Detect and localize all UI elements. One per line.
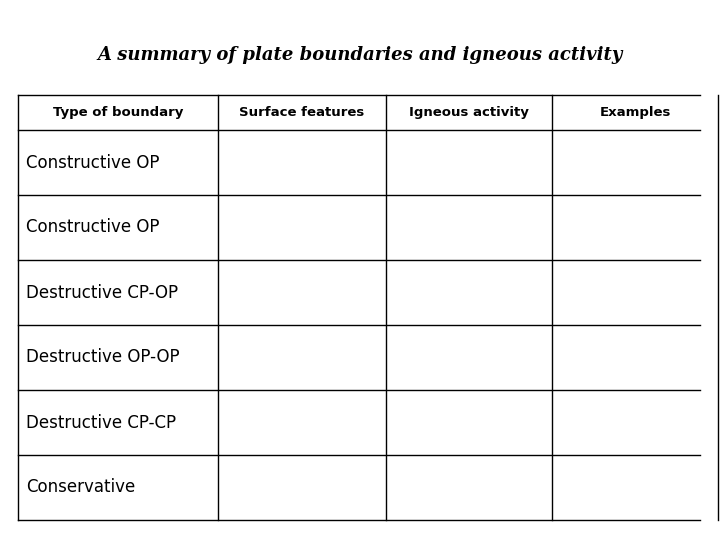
Text: Conservative: Conservative — [26, 478, 135, 496]
Text: Igneous activity: Igneous activity — [409, 106, 529, 119]
Text: Constructive OP: Constructive OP — [26, 219, 160, 237]
Text: Destructive OP-OP: Destructive OP-OP — [26, 348, 179, 367]
Text: Examples: Examples — [599, 106, 671, 119]
Text: Destructive CP-OP: Destructive CP-OP — [26, 284, 178, 301]
Text: Constructive OP: Constructive OP — [26, 153, 160, 172]
Text: Surface features: Surface features — [239, 106, 364, 119]
Text: Type of boundary: Type of boundary — [53, 106, 183, 119]
Text: A summary of plate boundaries and igneous activity: A summary of plate boundaries and igneou… — [97, 46, 623, 64]
Text: Destructive CP-CP: Destructive CP-CP — [26, 414, 176, 431]
